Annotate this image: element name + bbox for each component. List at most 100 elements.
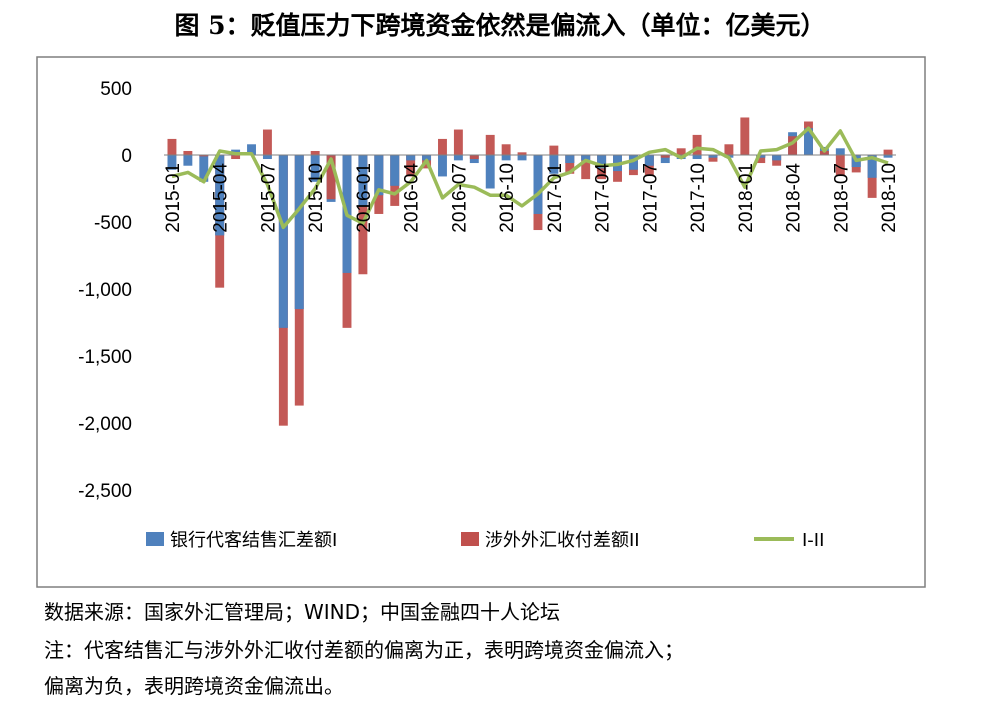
y-tick-label: -2,500	[78, 481, 132, 502]
legend-label: 涉外外汇收付差额II	[485, 530, 640, 551]
x-tick-label: 2016-01	[354, 163, 375, 233]
x-tick-label: 2017-10	[688, 163, 709, 233]
bar-series-2	[501, 144, 511, 155]
bar-series-2	[692, 134, 702, 155]
x-tick-label: 2017-01	[545, 163, 566, 233]
bar-series-2	[724, 144, 734, 155]
bar-series-2	[517, 152, 527, 155]
bar-series-1	[167, 155, 177, 170]
x-tick-label: 2017-07	[640, 163, 661, 233]
bar-series-1-overlay	[772, 155, 782, 161]
bar-series-1	[262, 155, 272, 160]
note-line-1: 注：代客结售汇与涉外外汇收付差额的偏离为正，表明跨境资金偏流入；	[44, 638, 684, 662]
bar-series-1-overlay	[422, 155, 432, 161]
bar-series-2	[469, 155, 479, 160]
bar-series-1-overlay	[597, 155, 607, 169]
bar-series-2	[485, 134, 495, 155]
x-tick-label: 2015-10	[306, 163, 327, 233]
x-tick-label: 2017-04	[593, 163, 614, 233]
bar-series-1-overlay	[294, 155, 304, 310]
chart-svg: 500 0 -500 -1,000 -1,500 -2,000 -2,500 2015-01…	[36, 56, 926, 588]
bar-series-2	[676, 148, 686, 155]
legend-swatch	[461, 532, 479, 546]
bar-series-1-overlay	[708, 155, 718, 158]
bar-series-1	[247, 144, 256, 155]
bar-series-2	[708, 155, 718, 162]
bar-series-1	[438, 155, 447, 177]
y-axis-ticks: 500 0 -500 -1,000 -1,500 -2,000 -2,500	[78, 79, 132, 502]
x-tick-label: 2015-07	[258, 163, 279, 233]
bar-series-2	[406, 155, 416, 177]
bar-series-2	[883, 149, 893, 155]
bar-series-2	[756, 155, 766, 164]
y-tick-label: -500	[94, 213, 132, 234]
bar-series-1	[660, 155, 670, 164]
bar-series-1-overlay	[215, 155, 225, 236]
bar-series-1-overlay	[358, 155, 368, 206]
x-tick-label: 2018-01	[736, 163, 757, 233]
bar-series-1	[310, 155, 320, 182]
bar-series-2	[581, 155, 591, 180]
bar-series-1	[692, 155, 702, 160]
x-axis-labels: 2015-01 2015-04 2015-07 2015-10 2016-01 2016-…	[163, 163, 900, 233]
bar-series-2	[549, 145, 559, 155]
bar-series-1-overlay	[628, 155, 638, 170]
source-text: 数据来源：国家外汇管理局；WIND；中国金融四十人论坛	[44, 600, 561, 624]
bar-series-2	[231, 155, 241, 160]
bar-series-2	[326, 155, 336, 200]
x-tick-label: 2018-07	[831, 163, 852, 233]
bar-series-1	[883, 155, 893, 158]
bar-series-1-overlay	[565, 155, 575, 164]
bar-series-1-overlay	[390, 155, 400, 186]
bar-series-2	[453, 129, 463, 155]
x-tick-label: 2016-04	[402, 163, 423, 233]
bar-series-1-overlay	[406, 155, 416, 161]
bar-series-2	[199, 155, 209, 157]
bar-series-1-overlay	[533, 155, 543, 214]
bar-series-2	[788, 136, 798, 155]
bar-series-1	[501, 155, 511, 161]
bar-series-1-overlay	[804, 128, 813, 155]
x-tick-label: 2018-04	[784, 163, 805, 233]
chart-border	[36, 56, 926, 588]
legend-swatch	[146, 532, 164, 546]
bar-series-1-overlay	[644, 155, 654, 166]
bar-series-2	[660, 155, 670, 158]
y-tick-label: 0	[121, 146, 132, 167]
bar-series-1	[549, 155, 559, 174]
x-tick-label: 2016-10	[497, 163, 518, 233]
y-tick-label: -2,000	[78, 414, 132, 435]
bar-series-2	[740, 117, 750, 155]
x-tick-label: 2016-07	[449, 163, 470, 233]
legend: 银行代客结售汇差额I 涉外外汇收付差额II I-II	[146, 530, 824, 551]
legend-label: 银行代客结售汇差额I	[170, 530, 337, 551]
bar-series-1	[485, 155, 495, 189]
chart-frame: 500 0 -500 -1,000 -1,500 -2,000 -2,500 2015-01…	[36, 56, 926, 588]
bar-series-2	[438, 138, 447, 155]
bar-series-2	[183, 150, 193, 155]
bar-series-2	[565, 155, 575, 174]
bar-series-1-overlay	[374, 155, 384, 196]
bar-series-1-overlay	[581, 155, 591, 161]
bar-series-2	[835, 155, 845, 176]
chart-title: 图 5：贬值压力下跨境资金依然是偏流入（单位：亿美元）	[174, 11, 826, 40]
bar-series-1	[835, 148, 845, 155]
bar-series-2	[262, 129, 272, 155]
legend-label: I-II	[802, 530, 824, 551]
bar-series-1-overlay	[867, 155, 877, 178]
bar-series-2	[167, 138, 177, 155]
bar-series-1	[469, 155, 479, 164]
line-series-3	[171, 126, 889, 230]
x-tick-label: 2015-04	[211, 163, 232, 233]
note-line-2: 偏离为负，表明跨境资金偏流出。	[44, 674, 344, 698]
bar-series-1-overlay	[756, 155, 766, 158]
y-tick-label: -1,000	[78, 280, 132, 301]
y-tick-label: 500	[100, 79, 132, 100]
x-tick-label: 2015-01	[163, 163, 184, 233]
bar-series-1	[199, 155, 209, 182]
y-tick-label: -1,500	[78, 347, 132, 368]
series-3-line	[171, 126, 889, 230]
bar-series-2	[358, 155, 368, 275]
bar-series-1	[453, 155, 463, 161]
x-tick-label: 2018-10	[879, 163, 900, 233]
